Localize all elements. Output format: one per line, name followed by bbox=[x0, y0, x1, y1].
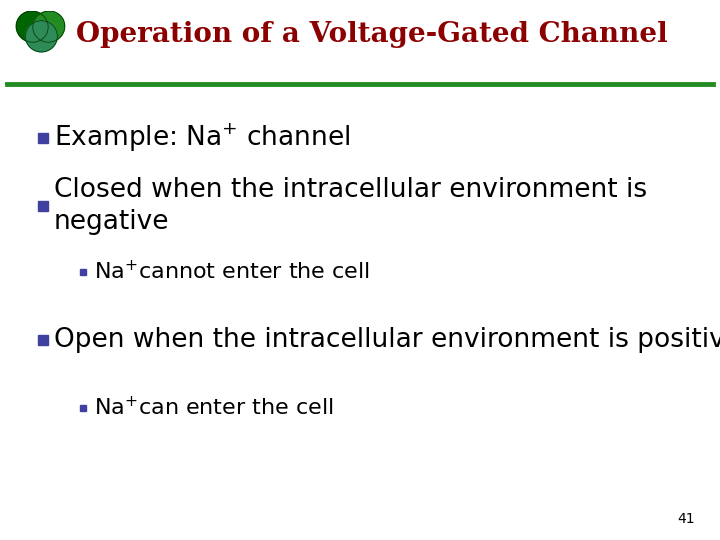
Text: 41: 41 bbox=[678, 512, 695, 526]
Text: Open when the intracellular environment is positive: Open when the intracellular environment … bbox=[54, 327, 720, 353]
Text: Na$^{+}$cannot enter the cell: Na$^{+}$cannot enter the cell bbox=[94, 260, 369, 284]
Text: Closed when the intracellular environment is
negative: Closed when the intracellular environmen… bbox=[54, 177, 647, 235]
Ellipse shape bbox=[33, 11, 65, 42]
Ellipse shape bbox=[25, 21, 58, 52]
Ellipse shape bbox=[17, 11, 48, 42]
Text: Example: Na$^{+}$ channel: Example: Na$^{+}$ channel bbox=[54, 122, 351, 154]
Text: Operation of a Voltage-Gated Channel: Operation of a Voltage-Gated Channel bbox=[76, 21, 667, 48]
Text: Na$^{+}$can enter the cell: Na$^{+}$can enter the cell bbox=[94, 396, 333, 420]
